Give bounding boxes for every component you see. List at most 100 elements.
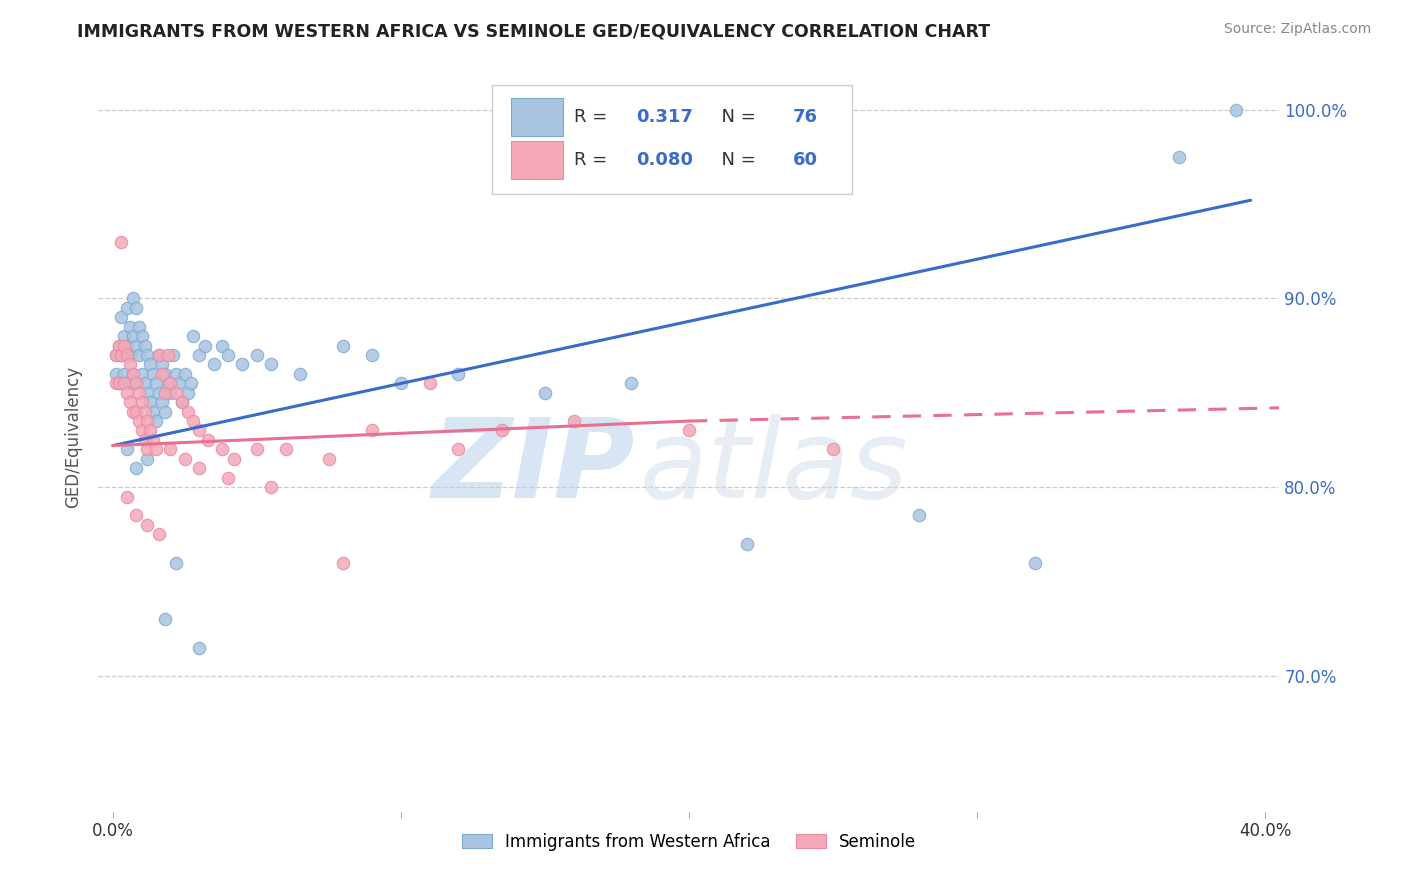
Point <box>231 358 253 372</box>
Point <box>122 291 145 305</box>
Point <box>620 376 643 391</box>
Point <box>159 385 181 400</box>
Point <box>908 508 931 523</box>
Point <box>131 395 153 409</box>
Point <box>1225 103 1247 117</box>
Point <box>128 348 150 362</box>
Point <box>159 376 181 391</box>
Point <box>134 404 156 418</box>
Point <box>165 556 187 570</box>
Point <box>170 395 193 409</box>
Point <box>125 461 148 475</box>
Point <box>120 358 142 372</box>
Point <box>134 376 156 391</box>
Point <box>128 414 150 428</box>
Point <box>145 376 167 391</box>
Point <box>678 424 700 438</box>
Point <box>188 461 211 475</box>
Point <box>332 338 354 352</box>
Point <box>167 376 190 391</box>
Point <box>136 414 159 428</box>
Point <box>173 367 195 381</box>
Point <box>156 348 179 362</box>
Point <box>115 442 138 457</box>
Point <box>120 319 142 334</box>
Point <box>107 376 129 391</box>
Point <box>131 367 153 381</box>
Point <box>361 424 384 438</box>
Text: Source: ZipAtlas.com: Source: ZipAtlas.com <box>1223 22 1371 37</box>
Point <box>125 338 148 352</box>
Point <box>148 348 170 362</box>
Point <box>188 640 211 655</box>
Point <box>107 338 129 352</box>
Point <box>128 319 150 334</box>
Point <box>274 442 297 457</box>
Point <box>177 404 200 418</box>
Point <box>447 442 470 457</box>
Point <box>139 395 162 409</box>
Point <box>194 338 217 352</box>
Point <box>120 348 142 362</box>
Point <box>104 367 127 381</box>
Point <box>128 385 150 400</box>
Point <box>120 395 142 409</box>
Point <box>202 358 225 372</box>
Point <box>122 329 145 343</box>
Point <box>180 376 202 391</box>
Point <box>188 424 211 438</box>
Point <box>107 338 129 352</box>
Point <box>150 367 173 381</box>
Point <box>211 338 233 352</box>
Point <box>125 508 148 523</box>
Point <box>148 527 170 541</box>
Point <box>177 385 200 400</box>
Point <box>115 490 138 504</box>
Point <box>104 348 127 362</box>
Point <box>139 358 162 372</box>
Point <box>148 348 170 362</box>
Point <box>142 404 165 418</box>
Point <box>131 424 153 438</box>
Point <box>125 376 148 391</box>
Point <box>110 348 132 362</box>
Point <box>136 517 159 532</box>
Point <box>115 385 138 400</box>
Point <box>112 367 135 381</box>
Point <box>153 612 176 626</box>
Text: R =: R = <box>575 108 613 126</box>
Point <box>260 480 283 494</box>
Point <box>110 310 132 325</box>
Point <box>173 451 195 466</box>
Point <box>170 395 193 409</box>
Point <box>125 404 148 418</box>
Point <box>183 414 205 428</box>
Text: 60: 60 <box>793 151 818 169</box>
Point <box>148 385 170 400</box>
Point <box>112 329 135 343</box>
Point <box>112 376 135 391</box>
Point <box>125 376 148 391</box>
Point <box>150 358 173 372</box>
Point <box>115 376 138 391</box>
Point <box>821 442 844 457</box>
FancyBboxPatch shape <box>492 85 852 194</box>
Point <box>217 470 239 484</box>
Point <box>288 367 311 381</box>
Point <box>389 376 412 391</box>
Point <box>110 235 132 249</box>
Text: N =: N = <box>710 108 762 126</box>
Point <box>136 451 159 466</box>
Point <box>260 358 283 372</box>
Point <box>156 376 179 391</box>
FancyBboxPatch shape <box>510 141 562 178</box>
Point <box>136 385 159 400</box>
Text: IMMIGRANTS FROM WESTERN AFRICA VS SEMINOLE GED/EQUIVALENCY CORRELATION CHART: IMMIGRANTS FROM WESTERN AFRICA VS SEMINO… <box>77 22 990 40</box>
Point <box>131 329 153 343</box>
Point <box>136 442 159 457</box>
Point <box>153 367 176 381</box>
Y-axis label: GED/Equivalency: GED/Equivalency <box>65 366 83 508</box>
Point <box>115 301 138 315</box>
Point <box>211 442 233 457</box>
Point <box>534 385 557 400</box>
